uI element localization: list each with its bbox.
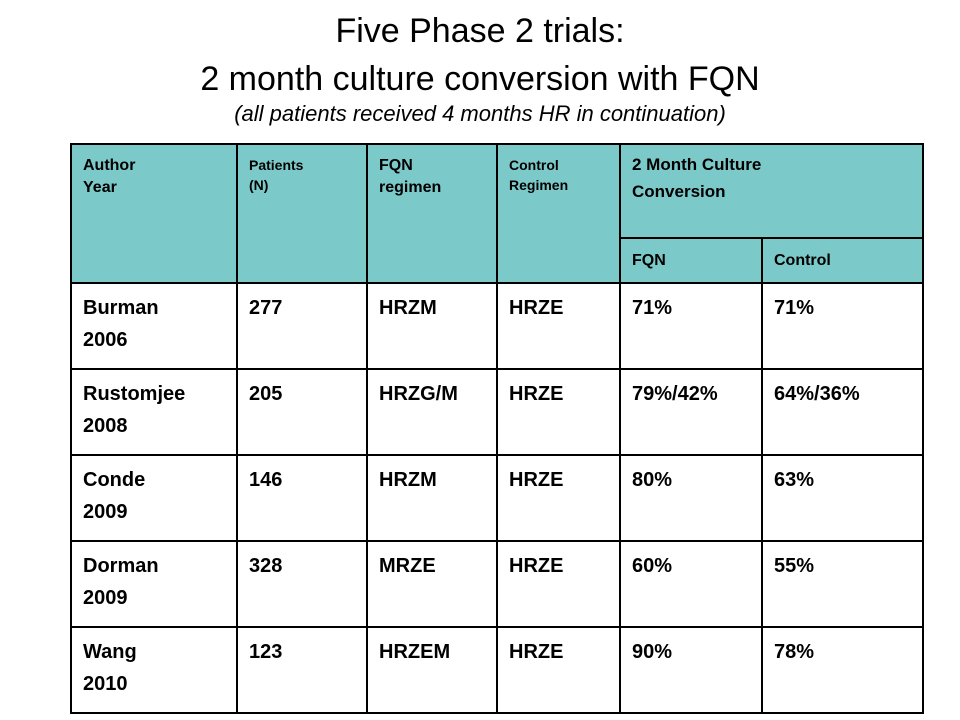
- cell-year: 2009: [83, 587, 128, 609]
- table-row: Conde 2009 146 HRZM HRZE 80% 63%: [70, 454, 925, 542]
- cell-control: 63%: [760, 454, 925, 542]
- cell-author-year: Dorman 2009: [70, 540, 238, 628]
- header-author: Author: [83, 157, 136, 174]
- cell-fqn: 80%: [619, 454, 763, 542]
- cell-control-regimen: HRZE: [496, 282, 621, 370]
- subheader-row: FQN Control: [71, 237, 925, 284]
- cell-control: 71%: [760, 282, 925, 370]
- header-fqn-regimen-line1: FQN: [379, 157, 413, 174]
- header-fqn-regimen: FQN regimen: [366, 143, 498, 284]
- cell-year: 2009: [83, 501, 128, 523]
- table-row: Wang 2010 123 HRZEM HRZE 90% 78%: [70, 626, 925, 714]
- slide-title: Five Phase 2 trials: 2 month culture con…: [0, 10, 960, 128]
- cell-control-regimen: HRZE: [496, 626, 621, 714]
- title-line-2: 2 month culture conversion with FQN: [200, 60, 760, 98]
- cell-fqn: 60%: [619, 540, 763, 628]
- subheader-fqn: FQN: [619, 237, 763, 284]
- header-conversion-line2: Conversion: [632, 182, 726, 201]
- header-conversion-line1: 2 Month Culture: [632, 155, 762, 174]
- cell-control: 78%: [760, 626, 925, 714]
- cell-control-regimen: HRZE: [496, 540, 621, 628]
- trials-table: Author Year Patients (N) FQN regimen Con…: [70, 143, 925, 714]
- cell-patients: 328: [236, 540, 368, 628]
- cell-author: Wang: [83, 641, 137, 663]
- cell-fqn: 71%: [619, 282, 763, 370]
- cell-author-year: Burman 2006: [70, 282, 238, 370]
- cell-patients: 146: [236, 454, 368, 542]
- header-culture-conversion: 2 Month Culture Conversion: [618, 143, 925, 239]
- title-line-1: Five Phase 2 trials:: [335, 12, 625, 50]
- cell-fqn-regimen: HRZM: [366, 454, 498, 542]
- cell-year: 2010: [83, 673, 128, 695]
- subtitle: (all patients received 4 months HR in co…: [234, 101, 726, 126]
- header-control-regimen-line1: Control: [509, 157, 559, 173]
- cell-author-year: Wang 2010: [70, 626, 238, 714]
- header-control-regimen-line2: Regimen: [509, 177, 569, 193]
- header-author-year: Author Year: [70, 143, 238, 284]
- cell-fqn-regimen: HRZM: [366, 282, 498, 370]
- cell-year: 2006: [83, 329, 128, 351]
- cell-patients: 205: [236, 368, 368, 456]
- cell-author: Dorman: [83, 555, 159, 577]
- cell-fqn: 79%/42%: [619, 368, 763, 456]
- cell-fqn-regimen: MRZE: [366, 540, 498, 628]
- cell-author: Rustomjee: [83, 383, 186, 405]
- header-patients: Patients (N): [236, 143, 368, 284]
- cell-control: 64%/36%: [760, 368, 925, 456]
- table-row: Rustomjee 2008 205 HRZG/M HRZE 79%/42% 64%/36%: [70, 368, 925, 456]
- cell-author-year: Conde 2009: [70, 454, 238, 542]
- cell-control-regimen: HRZE: [496, 454, 621, 542]
- table-row: Burman 2006 277 HRZM HRZE 71% 71%: [70, 282, 925, 370]
- header-row: Author Year Patients (N) FQN regimen Con…: [70, 143, 925, 284]
- table-row: Dorman 2009 328 MRZE HRZE 60% 55%: [70, 540, 925, 628]
- cell-author: Conde: [83, 469, 146, 491]
- cell-fqn: 90%: [619, 626, 763, 714]
- header-control-regimen: Control Regimen: [496, 143, 621, 284]
- subheader-control: Control: [760, 237, 925, 284]
- cell-patients: 123: [236, 626, 368, 714]
- header-year: Year: [83, 179, 117, 196]
- cell-year: 2008: [83, 415, 128, 437]
- header-fqn-regimen-line2: regimen: [379, 179, 442, 196]
- header-patients-n: (N): [249, 177, 269, 193]
- cell-author-year: Rustomjee 2008: [70, 368, 238, 456]
- cell-patients: 277: [236, 282, 368, 370]
- cell-author: Burman: [83, 297, 159, 319]
- cell-control-regimen: HRZE: [496, 368, 621, 456]
- header-patients-label: Patients: [249, 157, 304, 173]
- cell-fqn-regimen: HRZG/M: [366, 368, 498, 456]
- cell-control: 55%: [760, 540, 925, 628]
- cell-fqn-regimen: HRZEM: [366, 626, 498, 714]
